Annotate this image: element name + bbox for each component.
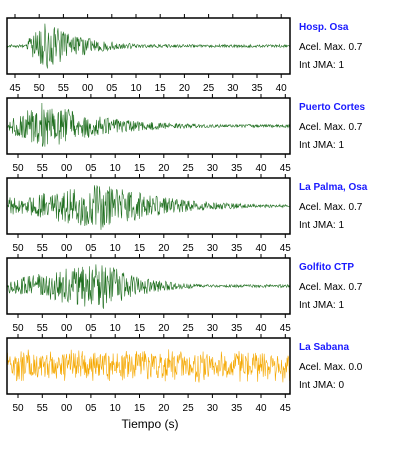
x-tick-label: 40 bbox=[276, 83, 288, 94]
x-tick-label: 30 bbox=[207, 243, 219, 254]
x-tick-label: 30 bbox=[207, 403, 219, 414]
x-tick-label: 00 bbox=[61, 163, 73, 174]
waveform-trace bbox=[6, 23, 291, 69]
x-tick-label: 15 bbox=[134, 243, 146, 254]
x-tick-label: 40 bbox=[255, 403, 267, 414]
x-tick-label: 30 bbox=[207, 323, 219, 334]
panel-frame bbox=[6, 17, 291, 75]
x-tick-label: 00 bbox=[61, 403, 73, 414]
panel-frame bbox=[6, 177, 291, 235]
x-tick-label: 35 bbox=[231, 323, 243, 334]
max-acceleration-label: Acel. Max. 0.7 bbox=[299, 202, 363, 213]
x-tick-label: 45 bbox=[280, 323, 292, 334]
x-tick-label: 20 bbox=[158, 163, 170, 174]
station-name: Golfito CTP bbox=[299, 262, 354, 273]
jma-intensity-label: Int JMA: 1 bbox=[299, 220, 345, 231]
x-tick-label: 00 bbox=[61, 323, 73, 334]
x-tick-label: 10 bbox=[110, 163, 122, 174]
x-tick-label: 05 bbox=[106, 83, 118, 94]
x-tick-label: 05 bbox=[85, 163, 97, 174]
x-tick-label: 50 bbox=[12, 163, 24, 174]
panel-frame bbox=[6, 257, 291, 315]
x-tick-label: 25 bbox=[183, 163, 195, 174]
x-tick-label: 20 bbox=[158, 323, 170, 334]
max-acceleration-label: Acel. Max. 0.7 bbox=[299, 282, 363, 293]
station-panel: 50 55 00 05 10 15 20 25 30 35 40 45 bbox=[6, 254, 292, 334]
station-panel: 45 50 55 00 05 10 15 20 25 30 35 40 bbox=[6, 14, 291, 94]
x-tick-label: 40 bbox=[255, 163, 267, 174]
x-tick-label: 50 bbox=[12, 403, 24, 414]
station-name: La Sabana bbox=[299, 342, 350, 353]
station-panel: 50 55 00 05 10 15 20 25 30 35 40 45 bbox=[6, 174, 292, 254]
x-tick-label: 50 bbox=[34, 83, 46, 94]
x-tick-label: 55 bbox=[37, 323, 49, 334]
x-tick-label: 20 bbox=[158, 403, 170, 414]
x-tick-label: 10 bbox=[130, 83, 142, 94]
x-tick-label: 05 bbox=[85, 403, 97, 414]
x-tick-label: 35 bbox=[231, 243, 243, 254]
x-tick-label: 15 bbox=[134, 403, 146, 414]
x-tick-label: 15 bbox=[134, 323, 146, 334]
x-tick-label: 35 bbox=[231, 403, 243, 414]
x-tick-label: 10 bbox=[110, 243, 122, 254]
x-tick-label: 25 bbox=[203, 83, 215, 94]
jma-intensity-label: Int JMA: 1 bbox=[299, 300, 345, 311]
station-name: La Palma, Osa bbox=[299, 182, 368, 193]
station-name: Hosp. Osa bbox=[299, 22, 349, 33]
waveform-trace bbox=[6, 264, 291, 309]
max-acceleration-label: Acel. Max. 0.7 bbox=[299, 42, 363, 53]
jma-intensity-label: Int JMA: 0 bbox=[299, 380, 345, 391]
station-name: Puerto Cortes bbox=[299, 102, 366, 113]
station-panel: 50 55 00 05 10 15 20 25 30 35 40 45 bbox=[6, 334, 292, 414]
x-tick-label: 55 bbox=[58, 83, 70, 94]
max-acceleration-label: Acel. Max. 0.7 bbox=[299, 122, 363, 133]
jma-intensity-label: Int JMA: 1 bbox=[299, 140, 345, 151]
x-tick-label: 10 bbox=[110, 323, 122, 334]
jma-intensity-label: Int JMA: 1 bbox=[299, 60, 345, 71]
x-tick-label: 15 bbox=[155, 83, 167, 94]
x-tick-label: 05 bbox=[85, 323, 97, 334]
waveform-trace bbox=[6, 102, 291, 147]
x-tick-label: 55 bbox=[37, 163, 49, 174]
x-tick-label: 10 bbox=[110, 403, 122, 414]
x-tick-label: 45 bbox=[9, 83, 21, 94]
x-tick-label: 20 bbox=[179, 83, 191, 94]
x-tick-label: 05 bbox=[85, 243, 97, 254]
x-tick-label: 45 bbox=[280, 403, 292, 414]
x-tick-label: 25 bbox=[183, 403, 195, 414]
x-tick-label: 55 bbox=[37, 243, 49, 254]
x-tick-label: 25 bbox=[183, 243, 195, 254]
x-tick-label: 50 bbox=[12, 323, 24, 334]
x-tick-label: 35 bbox=[231, 163, 243, 174]
x-tick-label: 00 bbox=[82, 83, 94, 94]
x-tick-label: 00 bbox=[61, 243, 73, 254]
x-tick-label: 20 bbox=[158, 243, 170, 254]
x-tick-label: 40 bbox=[255, 323, 267, 334]
x-axis-title: Tiempo (s) bbox=[121, 417, 179, 431]
x-tick-label: 30 bbox=[207, 163, 219, 174]
waveform-trace bbox=[6, 184, 291, 230]
max-acceleration-label: Acel. Max. 0.0 bbox=[299, 362, 363, 373]
x-tick-label: 15 bbox=[134, 163, 146, 174]
x-tick-label: 45 bbox=[280, 243, 292, 254]
x-tick-label: 55 bbox=[37, 403, 49, 414]
panel-frame bbox=[6, 337, 291, 395]
x-tick-label: 40 bbox=[255, 243, 267, 254]
panel-frame bbox=[6, 97, 291, 155]
x-tick-label: 25 bbox=[183, 323, 195, 334]
x-tick-label: 45 bbox=[280, 163, 292, 174]
waveform-trace bbox=[6, 349, 291, 383]
x-tick-label: 50 bbox=[12, 243, 24, 254]
station-panel: 50 55 00 05 10 15 20 25 30 35 40 45 bbox=[6, 94, 292, 174]
x-tick-label: 35 bbox=[251, 83, 263, 94]
x-tick-label: 30 bbox=[227, 83, 239, 94]
